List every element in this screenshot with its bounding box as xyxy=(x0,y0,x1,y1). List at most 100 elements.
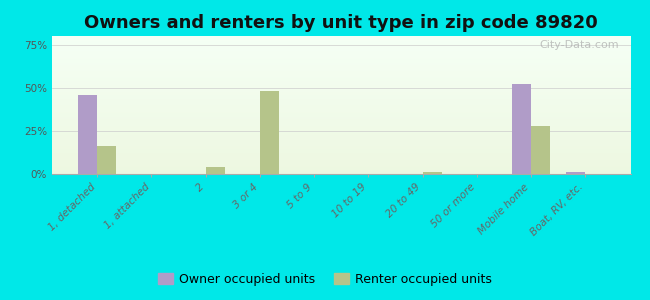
Bar xyxy=(52,108,630,109)
Bar xyxy=(52,39,630,40)
Bar xyxy=(52,113,630,114)
Bar xyxy=(98,146,116,174)
Bar xyxy=(52,81,630,82)
Bar xyxy=(52,45,630,46)
Bar xyxy=(52,74,630,75)
Bar xyxy=(52,38,630,39)
Bar xyxy=(52,71,630,72)
Bar xyxy=(52,99,630,100)
Bar xyxy=(52,97,630,98)
Bar xyxy=(52,80,630,81)
Bar xyxy=(52,67,630,68)
Bar xyxy=(52,165,630,166)
Bar xyxy=(52,122,630,123)
Bar xyxy=(52,66,630,67)
Bar xyxy=(52,95,630,96)
Bar xyxy=(52,61,630,62)
Bar xyxy=(52,151,630,152)
Bar xyxy=(52,101,630,102)
Bar xyxy=(52,144,630,145)
Bar xyxy=(52,47,630,48)
Bar xyxy=(52,136,630,137)
Bar xyxy=(52,158,630,159)
Bar xyxy=(52,46,630,47)
Bar xyxy=(52,142,630,143)
Bar xyxy=(52,41,630,42)
Bar xyxy=(52,162,630,163)
Bar xyxy=(52,134,630,135)
Bar xyxy=(52,40,630,41)
Bar xyxy=(52,111,630,112)
Bar xyxy=(52,163,630,164)
Bar xyxy=(52,49,630,50)
Bar xyxy=(52,146,630,147)
Bar xyxy=(52,93,630,94)
Bar xyxy=(52,52,630,53)
Bar xyxy=(52,100,630,101)
Bar xyxy=(52,173,630,174)
Bar xyxy=(52,87,630,88)
Bar xyxy=(52,89,630,90)
Bar xyxy=(531,126,550,174)
Bar xyxy=(52,120,630,121)
Bar xyxy=(52,125,630,126)
Bar xyxy=(52,64,630,65)
Bar xyxy=(52,84,630,85)
Bar xyxy=(52,102,630,103)
Bar xyxy=(52,140,630,141)
Bar xyxy=(52,73,630,74)
Bar xyxy=(52,159,630,160)
Bar xyxy=(52,131,630,132)
Bar xyxy=(52,172,630,173)
Bar xyxy=(52,103,630,104)
Bar xyxy=(52,132,630,133)
Bar xyxy=(52,123,630,124)
Bar xyxy=(52,135,630,136)
Bar xyxy=(52,143,630,144)
Bar xyxy=(52,75,630,76)
Bar xyxy=(52,127,630,128)
Bar xyxy=(52,157,630,158)
Bar xyxy=(52,51,630,52)
Bar xyxy=(52,55,630,56)
Bar xyxy=(52,92,630,93)
Title: Owners and renters by unit type in zip code 89820: Owners and renters by unit type in zip c… xyxy=(84,14,598,32)
Bar xyxy=(52,114,630,115)
Bar xyxy=(52,141,630,142)
Bar xyxy=(52,167,630,168)
Bar xyxy=(52,115,630,116)
Bar xyxy=(52,152,630,153)
Bar xyxy=(52,44,630,45)
Bar xyxy=(52,155,630,156)
Bar xyxy=(52,109,630,110)
Bar xyxy=(52,63,630,64)
Bar xyxy=(52,164,630,165)
Bar xyxy=(52,42,630,43)
Bar xyxy=(52,61,630,62)
Bar xyxy=(52,119,630,120)
Legend: Owner occupied units, Renter occupied units: Owner occupied units, Renter occupied un… xyxy=(153,268,497,291)
Bar xyxy=(52,124,630,125)
Bar xyxy=(52,98,630,99)
Bar xyxy=(52,117,630,118)
Bar xyxy=(52,129,630,130)
Bar xyxy=(52,148,630,149)
Bar xyxy=(52,56,630,57)
Text: City-Data.com: City-Data.com xyxy=(540,40,619,50)
Bar xyxy=(52,160,630,161)
Bar xyxy=(52,161,630,162)
Bar xyxy=(52,133,630,134)
Bar xyxy=(52,139,630,140)
Bar xyxy=(52,156,630,157)
Bar xyxy=(52,107,630,108)
Bar xyxy=(52,150,630,151)
Bar xyxy=(260,91,279,174)
Bar xyxy=(52,85,630,86)
Bar xyxy=(52,59,630,60)
Bar xyxy=(52,154,630,155)
Bar xyxy=(52,145,630,146)
Bar xyxy=(52,112,630,113)
Bar xyxy=(52,138,630,139)
Bar xyxy=(52,43,630,44)
Bar xyxy=(422,172,441,174)
